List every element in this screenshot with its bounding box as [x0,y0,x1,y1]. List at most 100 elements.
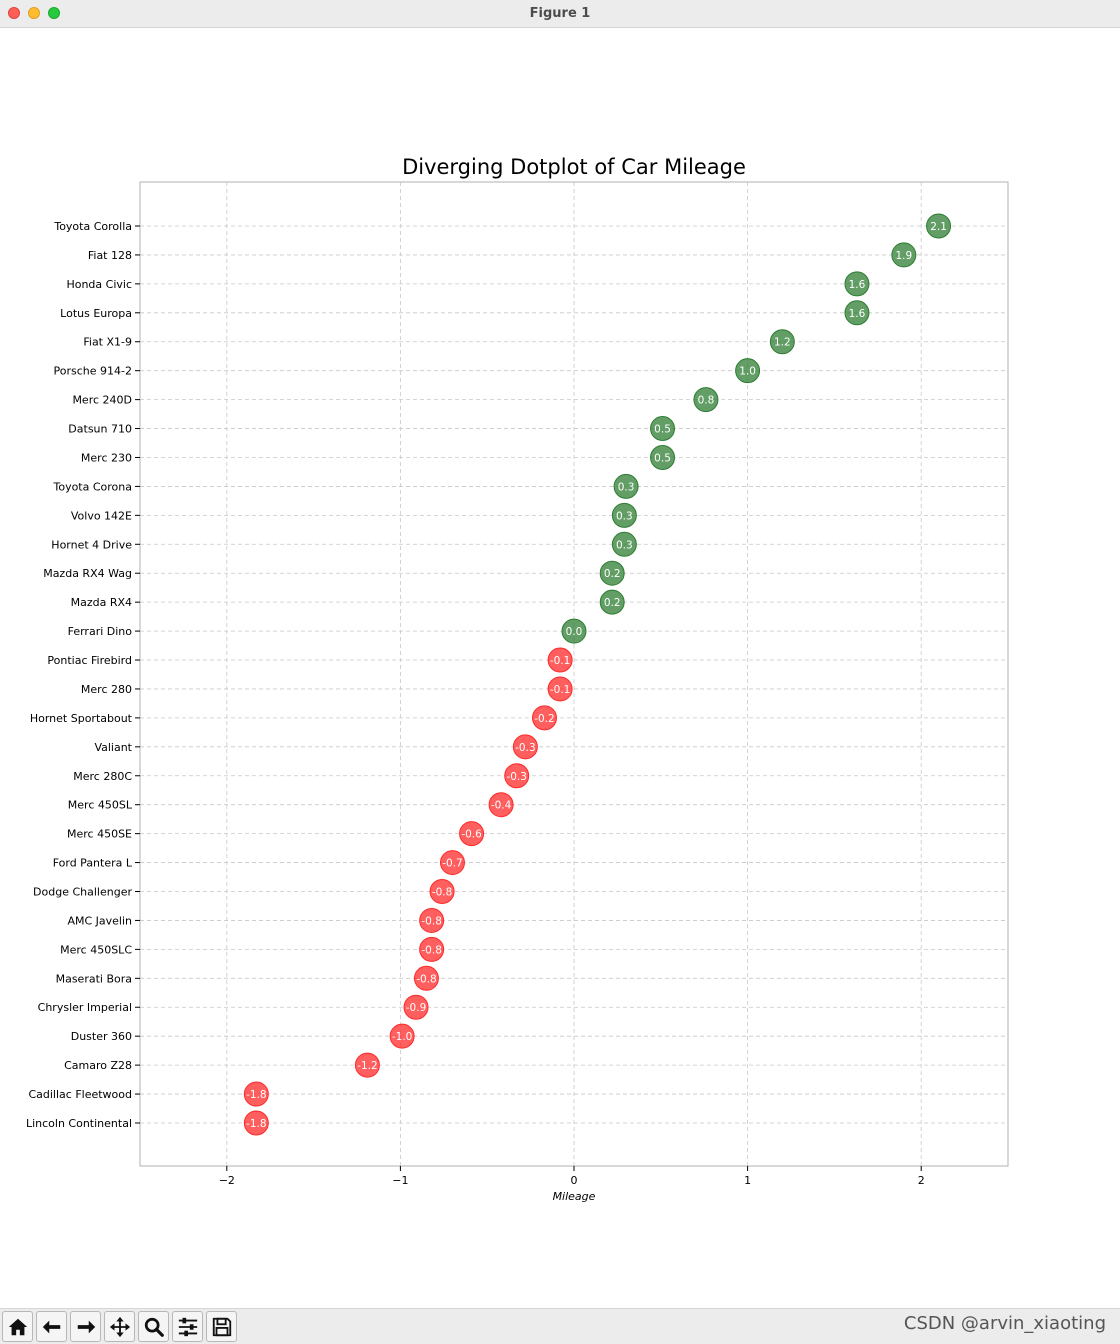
data-label: -0.8 [421,944,442,956]
data-point [403,994,429,1020]
configure-subplots-icon [178,1317,197,1336]
y-tick-label: Cadillac Fleetwood [28,1088,132,1101]
data-point [599,560,625,586]
y-tick-label: Lincoln Continental [26,1117,132,1130]
y-tick-label: Dodge Challenger [33,886,132,899]
data-point [891,242,917,268]
forward-button[interactable] [70,1311,101,1342]
data-point [389,1023,415,1049]
data-label: -1.2 [357,1060,378,1072]
data-point [547,676,573,702]
y-tick-label: Fiat X1-9 [83,336,132,349]
data-point [735,358,761,384]
data-point [844,300,870,326]
data-label: 1.0 [739,366,756,378]
y-tick-label: Camaro Z28 [64,1059,132,1072]
configure-subplots-button[interactable] [172,1311,203,1342]
y-tick-label: Hornet 4 Drive [51,538,132,551]
data-point [650,416,676,442]
x-tick-label: 0 [571,1174,578,1187]
data-point [439,850,465,876]
y-tick-label: Honda Civic [66,278,132,291]
data-label: -0.7 [442,858,463,870]
data-point [512,734,538,760]
data-point [693,387,719,413]
data-point [611,502,637,528]
data-point [531,705,557,731]
y-tick-label: Maserati Bora [56,972,132,985]
data-label: 0.5 [654,452,671,464]
data-label: -0.3 [515,742,536,754]
y-tick-label: Merc 230 [81,451,132,464]
data-label: -0.4 [491,800,512,812]
data-point [504,763,530,789]
save-icon [212,1317,231,1336]
data-label: -0.9 [406,1002,427,1014]
data-point [769,329,795,355]
data-label: -0.3 [506,771,527,783]
back-button[interactable] [36,1311,67,1342]
y-tick-label: Volvo 142E [71,509,132,522]
data-point [243,1081,269,1107]
y-tick-label: Merc 240D [72,394,132,407]
window-title: Figure 1 [529,6,591,21]
data-label: 0.3 [618,481,635,493]
y-tick-label: Pontiac Firebird [47,654,132,667]
zoom-button[interactable] [138,1311,169,1342]
y-tick-label: AMC Javelin [67,914,132,927]
x-tick-label: −1 [392,1174,408,1187]
y-tick-label: Lotus Europa [60,307,132,320]
home-button[interactable] [2,1311,33,1342]
data-label: -0.8 [421,915,442,927]
y-tick-label: Merc 280 [81,683,132,696]
data-label: -1.0 [392,1031,413,1043]
data-point [547,647,573,673]
minimize-window-button[interactable] [28,7,40,19]
x-tick-label: 1 [744,1174,751,1187]
x-tick-label: 2 [918,1174,925,1187]
y-tick-label: Ford Pantera L [53,857,133,870]
y-tick-label: Merc 280C [73,770,132,783]
matplotlib-toolbar [0,1308,1120,1344]
zoom-icon [144,1317,164,1337]
data-label: -0.1 [550,655,571,667]
data-label: 0.8 [698,395,715,407]
watermark: CSDN @arvin_xiaoting [903,1313,1106,1334]
y-tick-label: Fiat 128 [88,249,132,262]
data-label: -0.1 [550,684,571,696]
data-label: -1.8 [246,1118,267,1130]
data-point [611,531,637,557]
back-arrow-icon [42,1320,60,1333]
pan-button[interactable] [104,1311,135,1342]
y-tick-label: Duster 360 [71,1030,132,1043]
data-point [613,473,639,499]
data-label: -0.6 [461,829,482,841]
data-point [844,271,870,297]
data-label: 1.9 [895,250,912,262]
y-tick-label: Merc 450SL [68,799,133,812]
y-tick-label: Merc 450SLC [60,943,132,956]
data-point [599,589,625,615]
home-icon [8,1318,27,1335]
data-point [243,1110,269,1136]
data-label: 1.6 [849,308,866,320]
data-point [926,213,952,239]
window-titlebar: Figure 1 [0,0,1120,28]
y-tick-label: Chrysler Imperial [38,1001,132,1014]
data-point [413,965,439,991]
x-axis-label: Mileage [553,1190,596,1203]
data-point [419,907,445,933]
y-tick-label: Datsun 710 [68,423,132,436]
data-point [650,444,676,470]
data-label: -0.8 [432,887,453,899]
data-point [419,936,445,962]
zoom-window-button[interactable] [48,7,60,19]
close-window-button[interactable] [8,7,20,19]
data-label: 0.0 [566,626,583,638]
y-tick-label: Valiant [94,741,132,754]
data-point [561,618,587,644]
y-tick-label: Mazda RX4 Wag [43,567,132,580]
y-tick-label: Hornet Sportabout [30,712,133,725]
y-tick-label: Toyota Corolla [53,220,132,233]
save-button[interactable] [206,1311,237,1342]
